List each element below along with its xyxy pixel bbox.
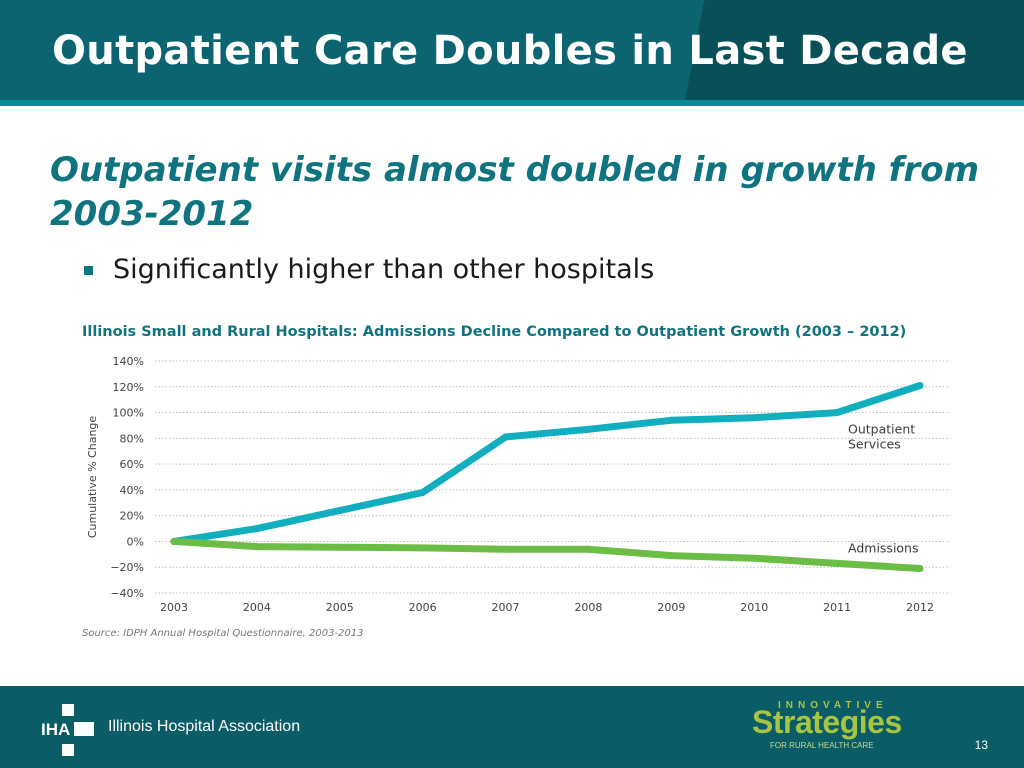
slide-footer: [0, 686, 1024, 768]
x-tick-label: 2007: [492, 601, 520, 614]
y-tick-label: 100%: [113, 407, 144, 420]
x-tick-label: 2009: [657, 601, 685, 614]
slide-subtitle: Outpatient visits almost doubled in grow…: [50, 150, 979, 234]
data-point: [336, 507, 344, 515]
y-tick-label: −20%: [110, 561, 144, 574]
data-point: [419, 544, 427, 552]
y-tick-label: 40%: [120, 484, 144, 497]
partner-logo-top: INNOVATIVE: [778, 700, 888, 711]
data-point: [253, 543, 261, 551]
data-point: [584, 545, 592, 553]
page-number: 13: [974, 738, 988, 752]
partner-logo-main: Strategies: [752, 704, 902, 740]
bullet-square-icon: [84, 266, 93, 275]
data-point: [750, 554, 758, 562]
series-label: Services: [848, 436, 901, 451]
data-point: [419, 488, 427, 496]
bullet-text: Significantly higher than other hospital…: [113, 254, 655, 285]
org-name: Illinois Hospital Association: [108, 718, 301, 735]
iha-logo-text: IHA: [41, 720, 70, 739]
y-tick-label: 60%: [120, 458, 144, 471]
slide-header: Outpatient Care Doubles in Last Decade: [0, 0, 1024, 106]
x-tick-label: 2008: [574, 601, 602, 614]
data-point: [667, 416, 675, 424]
y-tick-label: 0%: [127, 535, 144, 548]
y-tick-label: 140%: [113, 355, 144, 368]
x-tick-label: 2011: [823, 601, 851, 614]
iha-logo: IHA: [41, 704, 94, 756]
chart-source: Source: IDPH Annual Hospital Questionnai…: [82, 628, 364, 639]
bullet-item: Significantly higher than other hospital…: [84, 254, 654, 285]
y-axis-label: Cumulative % Change: [86, 416, 99, 539]
x-tick-label: 2010: [740, 601, 768, 614]
data-point: [502, 545, 510, 553]
partner-logo-sub: FOR RURAL HEALTH CARE: [770, 741, 874, 750]
x-tick-label: 2003: [160, 601, 188, 614]
x-tick-label: 2006: [409, 601, 437, 614]
y-tick-label: 120%: [113, 381, 144, 394]
x-tick-label: 2005: [326, 601, 354, 614]
data-point: [916, 565, 924, 573]
data-point: [833, 559, 841, 567]
y-tick-label: −40%: [110, 587, 144, 600]
series-line-admissions: [170, 537, 924, 572]
y-tick-label: 20%: [120, 510, 144, 523]
line-chart: Illinois Small and Rural Hospitals: Admi…: [82, 324, 950, 639]
data-point: [750, 414, 758, 422]
slide-title: Outpatient Care Doubles in Last Decade: [52, 28, 968, 74]
data-point: [833, 409, 841, 417]
chart-title: Illinois Small and Rural Hospitals: Admi…: [82, 324, 906, 340]
data-point: [253, 525, 261, 533]
data-point: [336, 543, 344, 551]
data-point: [584, 425, 592, 433]
data-point: [502, 433, 510, 441]
data-point: [667, 552, 675, 560]
y-tick-label: 80%: [120, 432, 144, 445]
x-tick-label: 2012: [906, 601, 934, 614]
series-label: Admissions: [848, 541, 919, 556]
series-label: Outpatient: [848, 421, 915, 436]
header-stripe: [0, 100, 1024, 106]
data-point: [916, 381, 924, 389]
x-tick-label: 2004: [243, 601, 271, 614]
header-accent-panel: [684, 0, 1024, 106]
data-point: [170, 537, 178, 545]
series-line-outpatient: [170, 382, 924, 545]
